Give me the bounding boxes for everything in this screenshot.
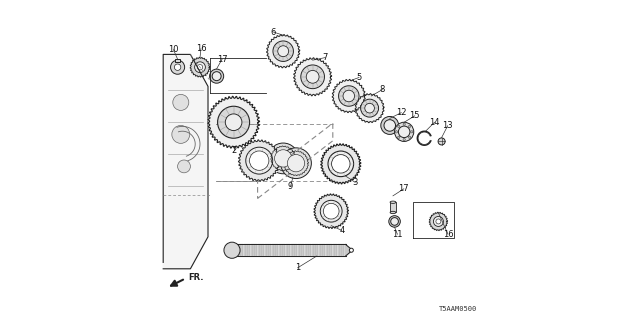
Circle shape	[273, 41, 293, 61]
Circle shape	[361, 99, 379, 117]
Polygon shape	[190, 57, 210, 77]
Circle shape	[438, 138, 445, 145]
Polygon shape	[267, 35, 300, 68]
Circle shape	[433, 216, 444, 227]
Circle shape	[246, 147, 273, 174]
Text: 14: 14	[429, 118, 440, 127]
Circle shape	[436, 219, 441, 224]
Circle shape	[343, 90, 355, 102]
Circle shape	[224, 242, 240, 258]
Circle shape	[390, 218, 398, 225]
Circle shape	[301, 65, 324, 89]
Bar	[390, 202, 396, 212]
Circle shape	[170, 60, 184, 74]
Circle shape	[339, 86, 359, 106]
Circle shape	[403, 138, 405, 141]
Circle shape	[197, 65, 203, 70]
Circle shape	[212, 72, 221, 81]
Circle shape	[178, 160, 191, 173]
Circle shape	[173, 94, 189, 110]
Text: 1: 1	[295, 263, 300, 272]
Circle shape	[268, 143, 298, 174]
Circle shape	[280, 148, 312, 179]
Circle shape	[384, 120, 396, 131]
Circle shape	[328, 151, 353, 177]
Circle shape	[321, 200, 342, 222]
Circle shape	[275, 150, 292, 167]
Text: FR.: FR.	[188, 273, 204, 282]
Polygon shape	[355, 94, 384, 123]
Circle shape	[238, 140, 280, 181]
Polygon shape	[321, 144, 361, 184]
Text: 9: 9	[288, 182, 293, 191]
Text: 2: 2	[231, 146, 236, 155]
Text: 3: 3	[353, 178, 358, 187]
Circle shape	[287, 155, 305, 172]
Polygon shape	[230, 244, 346, 256]
Polygon shape	[429, 212, 447, 231]
Circle shape	[195, 62, 205, 73]
Circle shape	[396, 131, 397, 133]
Circle shape	[397, 136, 400, 139]
Circle shape	[332, 155, 350, 173]
Ellipse shape	[390, 201, 396, 204]
Circle shape	[408, 125, 411, 128]
Circle shape	[218, 106, 250, 138]
Circle shape	[398, 126, 410, 138]
Circle shape	[408, 136, 411, 139]
Circle shape	[321, 144, 361, 184]
Circle shape	[314, 194, 349, 228]
Text: 15: 15	[410, 111, 420, 120]
Circle shape	[323, 204, 339, 219]
Circle shape	[349, 248, 353, 252]
Polygon shape	[239, 140, 280, 181]
Polygon shape	[163, 54, 208, 269]
Circle shape	[278, 46, 289, 57]
Text: 5: 5	[356, 73, 362, 82]
Text: 17: 17	[217, 55, 227, 64]
Circle shape	[218, 106, 250, 138]
Circle shape	[381, 116, 399, 134]
Text: 16: 16	[443, 230, 453, 239]
Circle shape	[172, 125, 190, 143]
Circle shape	[394, 122, 414, 141]
Circle shape	[403, 123, 405, 125]
Circle shape	[307, 70, 319, 83]
Circle shape	[225, 114, 242, 131]
Circle shape	[174, 64, 180, 70]
Text: 12: 12	[396, 108, 406, 117]
Circle shape	[388, 216, 401, 227]
Text: 16: 16	[196, 44, 206, 53]
Text: 13: 13	[442, 121, 453, 130]
Circle shape	[339, 86, 359, 106]
Circle shape	[250, 151, 269, 170]
Text: 8: 8	[380, 85, 385, 94]
Text: 11: 11	[392, 230, 403, 239]
Text: 6: 6	[271, 28, 276, 36]
Circle shape	[361, 99, 379, 117]
Polygon shape	[346, 244, 351, 256]
Text: T5AAM0500: T5AAM0500	[438, 306, 477, 312]
Ellipse shape	[390, 211, 396, 214]
Circle shape	[301, 65, 324, 89]
Circle shape	[411, 131, 413, 133]
Circle shape	[397, 125, 400, 128]
Bar	[175, 59, 180, 62]
Text: 7: 7	[323, 53, 328, 62]
Polygon shape	[208, 96, 259, 148]
Circle shape	[210, 69, 224, 83]
Circle shape	[365, 103, 374, 113]
Polygon shape	[314, 194, 348, 228]
Text: 17: 17	[399, 184, 409, 193]
Circle shape	[273, 41, 293, 61]
Polygon shape	[294, 58, 332, 96]
Text: 10: 10	[168, 45, 179, 54]
Polygon shape	[332, 79, 365, 113]
Text: 4: 4	[339, 226, 344, 235]
